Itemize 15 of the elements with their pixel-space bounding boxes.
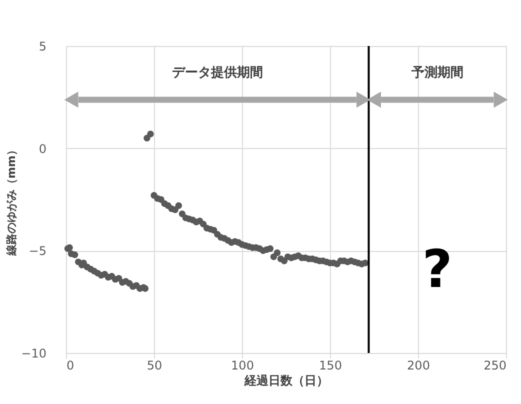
x-tick-label: 100 — [231, 358, 254, 372]
y-tick-label: −5 — [28, 244, 46, 258]
annotation: 予測期間 — [410, 66, 464, 81]
y-tick-label: 5 — [38, 40, 46, 54]
x-tick-label: 250 — [484, 358, 506, 372]
y-axis-title: 線路のゆがみ（mm） — [5, 144, 18, 256]
x-tick-label: 0 — [66, 358, 74, 372]
y-tick-label: 0 — [38, 142, 46, 156]
x-tick-label: 50 — [146, 358, 162, 372]
annotation: ? — [422, 240, 452, 300]
y-tick-label: −10 — [21, 346, 46, 360]
annotation: データ提供期間 — [172, 66, 263, 81]
x-tick-label: 150 — [319, 358, 342, 372]
x-axis-title: 経過日数（日） — [244, 374, 328, 388]
x-tick-label: 200 — [407, 358, 430, 372]
